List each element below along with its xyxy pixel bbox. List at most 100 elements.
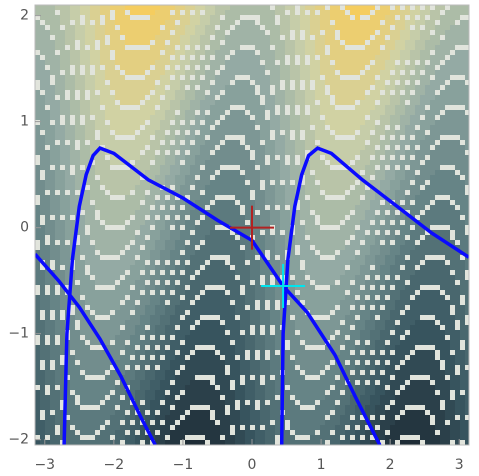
field-cell	[210, 185, 216, 191]
field-cell	[165, 180, 171, 186]
field-cell	[190, 235, 196, 241]
field-cell	[155, 385, 161, 391]
field-cell	[185, 325, 191, 331]
field-cell	[190, 270, 196, 276]
field-cell	[285, 330, 291, 336]
field-cell	[165, 195, 171, 201]
field-cell	[225, 300, 231, 306]
field-cell	[100, 305, 106, 311]
field-cell	[220, 20, 226, 26]
field-cell	[95, 50, 101, 56]
field-cell	[155, 295, 161, 301]
field-cell	[40, 155, 46, 161]
field-cell	[75, 425, 81, 431]
field-cell	[290, 410, 296, 416]
field-cell	[135, 350, 141, 356]
field-cell	[240, 25, 246, 31]
field-cell	[270, 335, 276, 341]
field-cell	[145, 280, 151, 286]
field-cell	[45, 40, 51, 46]
field-cell	[120, 200, 126, 206]
field-cell	[225, 115, 231, 121]
field-cell	[120, 330, 126, 336]
field-cell	[165, 420, 171, 426]
field-cell	[70, 140, 76, 146]
field-cell	[35, 390, 41, 396]
field-cell	[95, 350, 101, 356]
field-cell	[215, 45, 221, 51]
field-cell	[130, 230, 136, 236]
field-cell	[240, 190, 246, 196]
field-cell	[250, 195, 256, 201]
field-cell	[80, 350, 86, 356]
field-cell	[70, 85, 76, 91]
field-cell	[180, 220, 186, 226]
field-cell	[170, 365, 176, 371]
field-cell	[230, 335, 236, 341]
field-cell	[65, 255, 71, 261]
field-cell	[70, 25, 76, 31]
field-cell	[295, 305, 301, 311]
field-cell	[205, 300, 211, 306]
field-cell	[40, 275, 46, 281]
field-cell	[125, 420, 131, 426]
field-cell	[75, 410, 81, 416]
field-cell	[140, 290, 146, 296]
field-cell	[220, 350, 226, 356]
field-cell	[130, 240, 136, 246]
field-cell	[290, 45, 296, 51]
field-cell	[175, 430, 181, 436]
field-cell	[70, 325, 76, 331]
field-cell	[255, 295, 261, 301]
field-cell	[170, 55, 176, 61]
field-cell	[135, 210, 141, 216]
field-cell	[230, 370, 236, 376]
field-cell	[195, 40, 201, 46]
field-cell	[255, 85, 261, 91]
field-cell	[310, 295, 316, 301]
field-cell	[290, 335, 296, 341]
field-cell	[245, 415, 251, 421]
field-cell	[200, 355, 206, 361]
field-cell	[100, 435, 106, 441]
field-cell	[100, 400, 106, 406]
field-cell	[190, 135, 196, 141]
field-cell	[35, 410, 41, 416]
field-cell	[305, 295, 311, 301]
field-cell	[275, 75, 281, 81]
field-cell	[305, 55, 311, 61]
field-cell	[255, 30, 261, 36]
field-cell	[70, 205, 76, 211]
field-cell	[85, 360, 91, 366]
field-cell	[305, 190, 311, 196]
field-cell	[110, 345, 116, 351]
field-cell	[240, 300, 246, 306]
field-cell	[305, 210, 311, 216]
field-cell	[55, 195, 61, 201]
field-cell	[295, 340, 301, 346]
field-cell	[90, 295, 96, 301]
field-cell	[240, 295, 246, 301]
field-cell	[315, 25, 321, 31]
field-cell	[85, 190, 91, 196]
field-cell	[300, 135, 306, 141]
field-cell	[225, 80, 231, 86]
field-cell	[225, 290, 231, 296]
field-cell	[270, 110, 276, 116]
field-cell	[240, 430, 246, 436]
field-cell	[300, 180, 306, 186]
field-cell	[105, 275, 111, 281]
field-cell	[170, 320, 176, 326]
field-cell	[90, 175, 96, 181]
field-cell	[80, 420, 86, 426]
field-cell	[130, 50, 136, 56]
field-cell	[180, 265, 186, 271]
field-cell	[295, 435, 301, 441]
field-cell	[85, 175, 91, 181]
field-cell	[80, 45, 86, 51]
field-cell	[165, 355, 171, 361]
field-cell	[45, 340, 51, 346]
field-cell	[185, 115, 191, 121]
field-cell	[250, 175, 256, 181]
field-cell	[190, 140, 196, 146]
